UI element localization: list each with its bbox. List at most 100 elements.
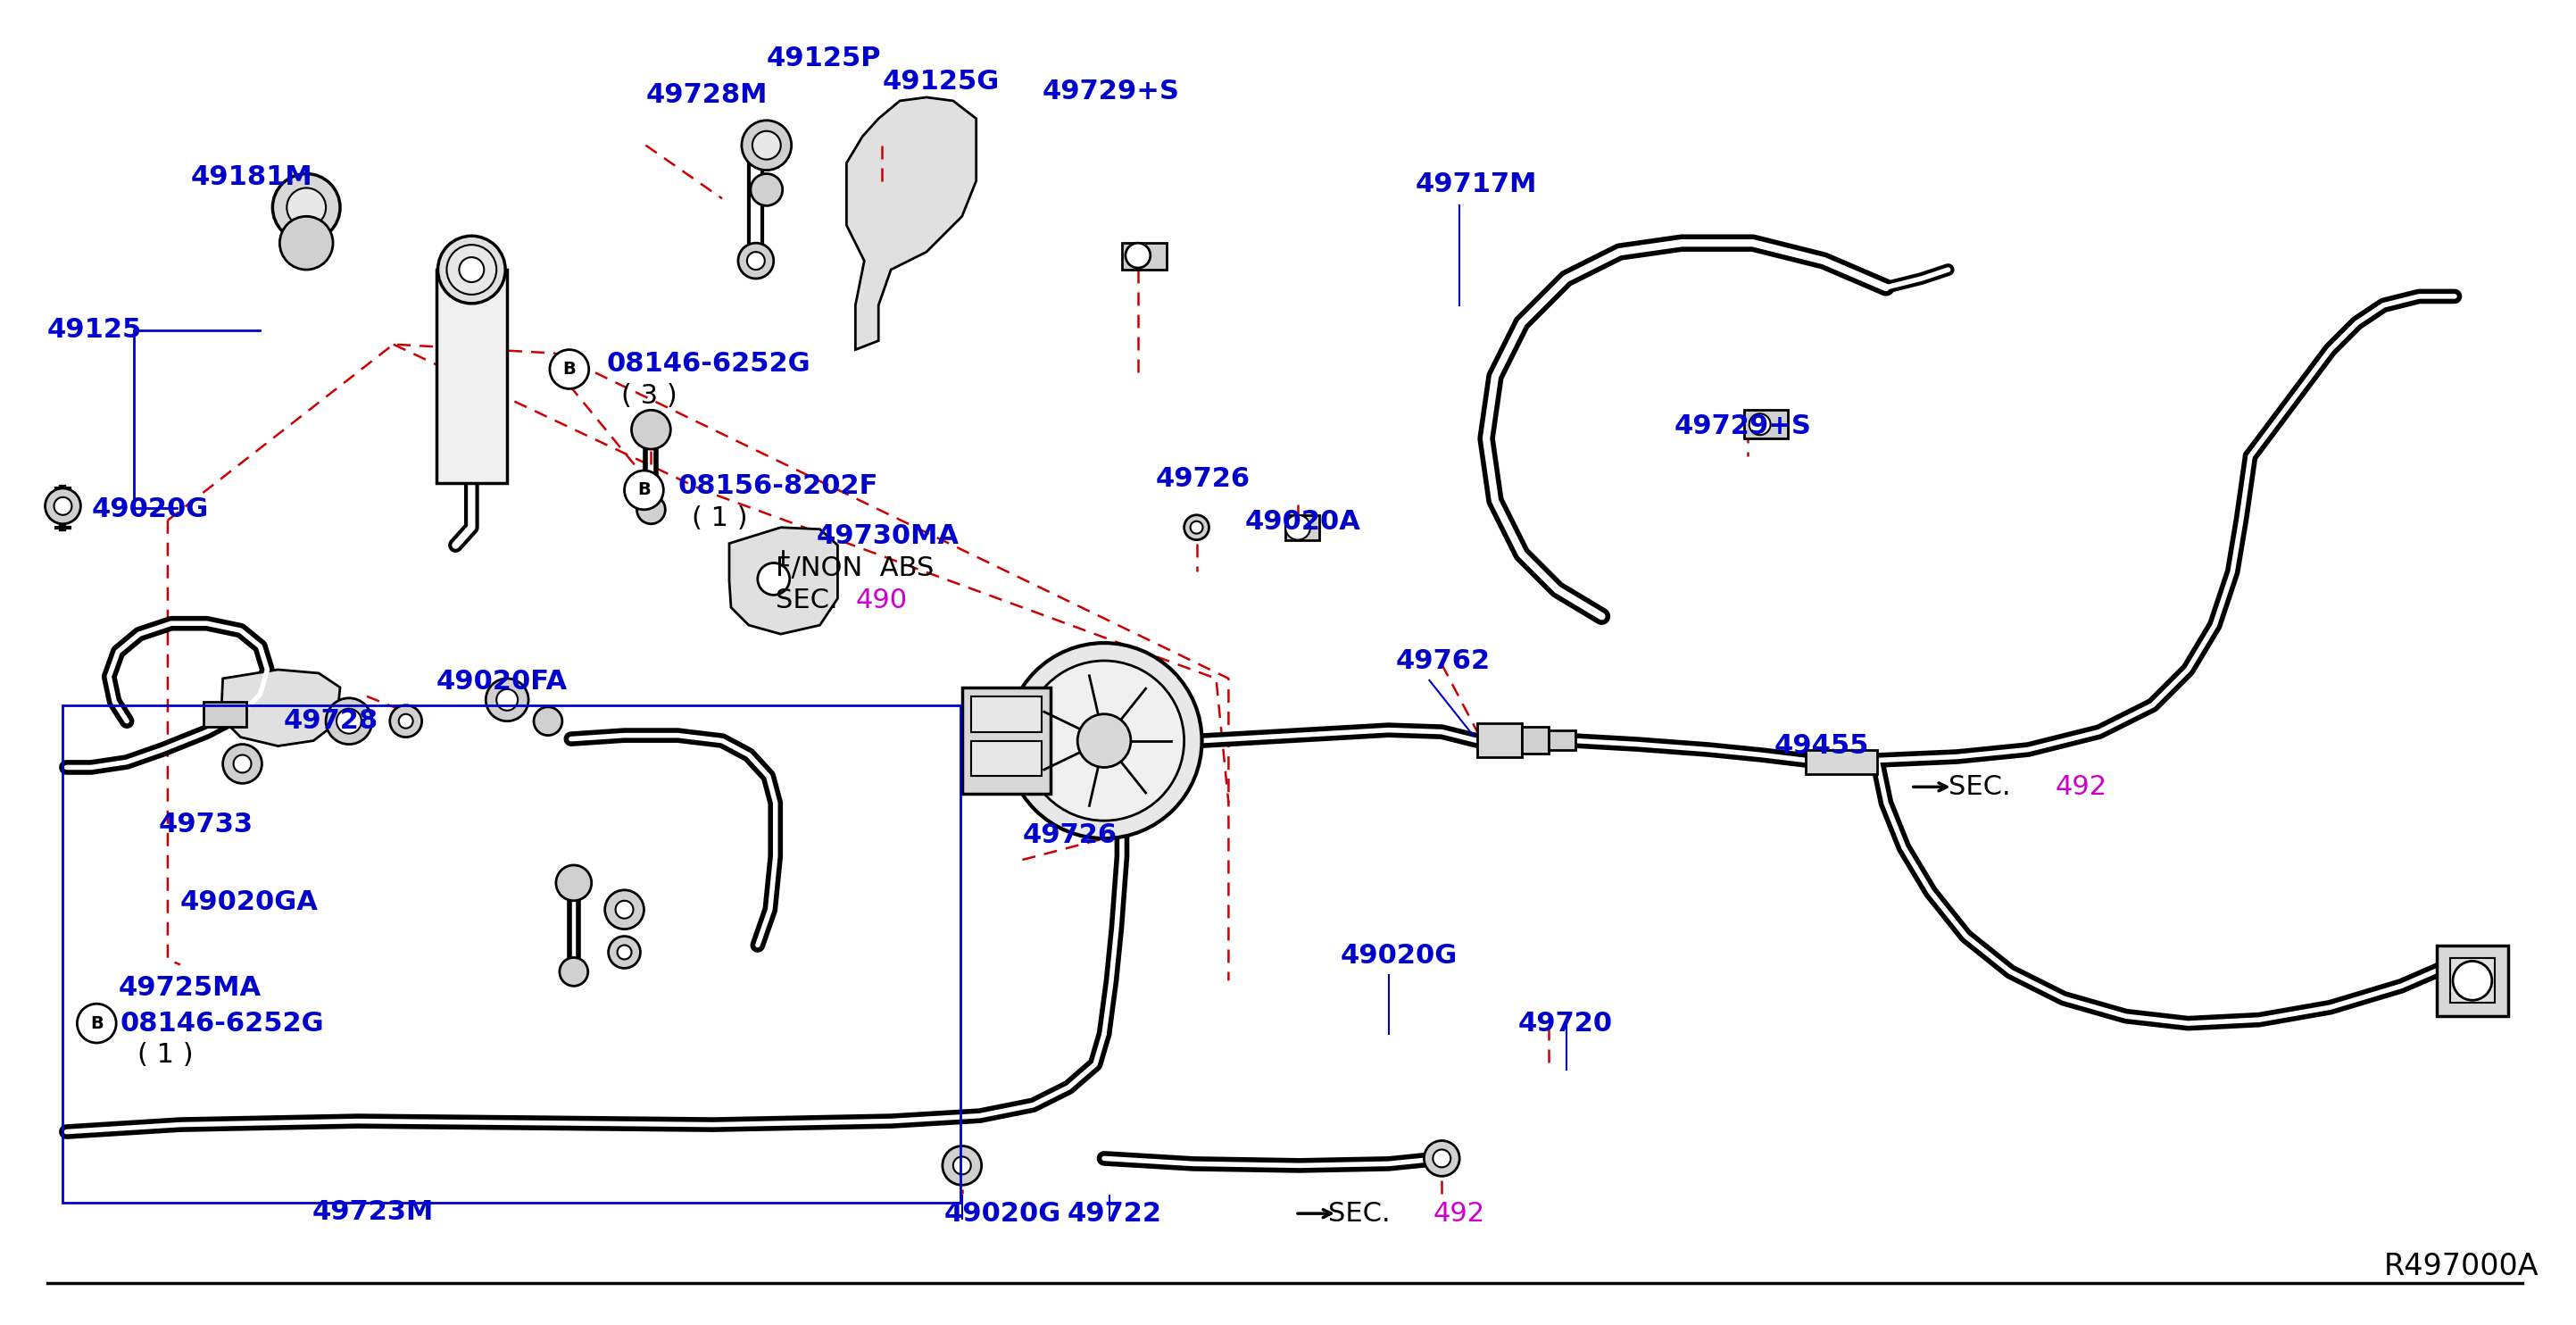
Circle shape — [1749, 413, 1770, 435]
Circle shape — [616, 901, 634, 918]
Bar — [1123, 242, 1167, 270]
Text: B: B — [90, 1015, 103, 1032]
Circle shape — [1025, 661, 1185, 820]
Text: 49730MA: 49730MA — [817, 523, 958, 550]
Text: SEC.: SEC. — [775, 587, 837, 613]
Text: 49020FA: 49020FA — [435, 669, 567, 696]
Bar — [971, 741, 1041, 776]
Text: 49125P: 49125P — [768, 45, 881, 72]
Bar — [971, 696, 1041, 731]
Circle shape — [281, 216, 332, 270]
Circle shape — [273, 174, 340, 241]
Text: B: B — [636, 481, 652, 498]
Text: 49020A: 49020A — [1244, 509, 1360, 535]
Circle shape — [399, 714, 412, 729]
Circle shape — [623, 470, 665, 510]
Circle shape — [752, 131, 781, 159]
Text: 49020G: 49020G — [90, 497, 209, 522]
Text: 49733: 49733 — [160, 811, 252, 837]
Text: 08146-6252G: 08146-6252G — [605, 351, 811, 376]
Text: 49728M: 49728M — [647, 82, 768, 109]
Circle shape — [1007, 643, 1203, 839]
Bar — [1476, 723, 1522, 757]
Circle shape — [742, 121, 791, 170]
Text: 490: 490 — [855, 587, 907, 613]
Circle shape — [327, 698, 371, 745]
Bar — [204, 702, 245, 726]
Circle shape — [636, 496, 665, 523]
Text: 49729+S: 49729+S — [1674, 413, 1811, 439]
Bar — [1806, 750, 1878, 775]
Text: 49181M: 49181M — [191, 164, 312, 191]
Text: 49125: 49125 — [46, 317, 142, 343]
Circle shape — [618, 945, 631, 959]
Text: 49455: 49455 — [1775, 733, 1870, 759]
Circle shape — [549, 350, 590, 388]
Circle shape — [497, 689, 518, 710]
Text: 49020G: 49020G — [1340, 943, 1458, 969]
Circle shape — [953, 1157, 971, 1174]
Circle shape — [234, 755, 252, 772]
Bar — [62, 705, 961, 1203]
Circle shape — [533, 708, 562, 735]
Bar — [2450, 958, 2494, 1003]
Text: 49728: 49728 — [283, 708, 379, 734]
Circle shape — [1432, 1150, 1450, 1167]
Circle shape — [1185, 515, 1208, 539]
Text: 49726: 49726 — [1157, 466, 1249, 493]
Text: 49762: 49762 — [1396, 648, 1492, 673]
Bar — [1548, 730, 1574, 750]
Text: 49720: 49720 — [1517, 1011, 1613, 1036]
Text: 49020GA: 49020GA — [180, 889, 319, 916]
Circle shape — [1126, 242, 1151, 268]
Bar — [1285, 515, 1319, 539]
Polygon shape — [729, 527, 837, 635]
Circle shape — [459, 257, 484, 282]
Bar — [1522, 726, 1548, 753]
Text: F/NON  ABS: F/NON ABS — [775, 555, 933, 582]
Text: SEC.: SEC. — [1947, 774, 2009, 800]
Circle shape — [446, 245, 497, 294]
Circle shape — [487, 678, 528, 721]
Text: ( 3 ): ( 3 ) — [621, 383, 677, 409]
Text: SEC.: SEC. — [1329, 1200, 1391, 1227]
Text: 49725MA: 49725MA — [118, 975, 260, 1000]
Circle shape — [222, 745, 263, 783]
Text: 08156-8202F: 08156-8202F — [677, 473, 878, 500]
Text: 49722: 49722 — [1066, 1200, 1162, 1227]
Circle shape — [438, 236, 505, 303]
Circle shape — [389, 705, 422, 737]
Text: B: B — [562, 360, 577, 378]
Circle shape — [747, 252, 765, 270]
Circle shape — [77, 1004, 116, 1043]
Circle shape — [2452, 961, 2491, 1000]
Circle shape — [608, 937, 641, 969]
Circle shape — [605, 890, 644, 929]
Text: 49726: 49726 — [1023, 822, 1118, 848]
Text: 49020G: 49020G — [945, 1200, 1061, 1227]
Circle shape — [46, 489, 80, 523]
Text: 492: 492 — [1432, 1200, 1484, 1227]
Circle shape — [631, 411, 670, 449]
Circle shape — [54, 497, 72, 515]
Circle shape — [286, 188, 327, 227]
Bar — [961, 688, 1051, 794]
Circle shape — [1190, 521, 1203, 534]
Text: ( 1 ): ( 1 ) — [137, 1043, 193, 1068]
Text: 49723M: 49723M — [312, 1199, 433, 1224]
Bar — [2437, 945, 2509, 1016]
Circle shape — [1425, 1141, 1461, 1177]
Circle shape — [337, 709, 361, 734]
Circle shape — [1285, 515, 1311, 539]
Text: 49125G: 49125G — [881, 69, 999, 94]
Circle shape — [943, 1146, 981, 1185]
Bar — [1744, 411, 1788, 439]
Text: 49729+S: 49729+S — [1041, 80, 1180, 105]
Text: R497000A: R497000A — [2383, 1252, 2537, 1281]
Text: ( 1 ): ( 1 ) — [693, 506, 747, 531]
Circle shape — [556, 865, 592, 901]
Text: 492: 492 — [2056, 774, 2107, 800]
Bar — [435, 270, 507, 484]
Circle shape — [757, 563, 791, 595]
Circle shape — [739, 242, 773, 278]
